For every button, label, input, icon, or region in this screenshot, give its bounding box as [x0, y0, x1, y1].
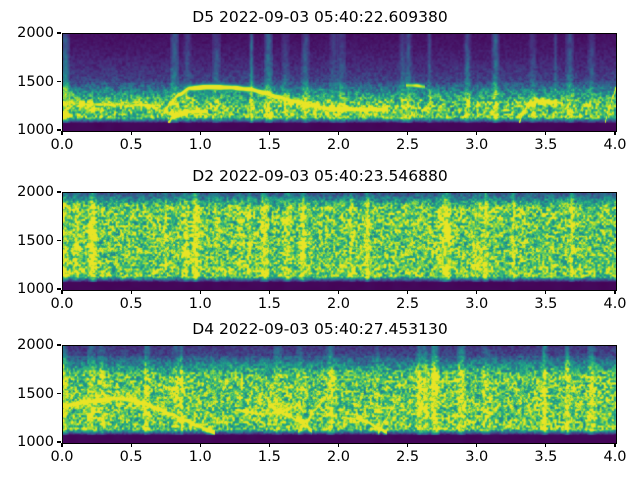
x-tick-label: 2.0: [326, 449, 351, 465]
y-tick-label: 2000: [17, 25, 54, 41]
x-tick-label: 3.0: [465, 296, 489, 312]
x-tick-mark: [61, 443, 63, 447]
x-tick-mark: [337, 131, 340, 135]
x-tick-mark: [545, 443, 547, 447]
spectrogram-axes[interactable]: [62, 192, 617, 291]
x-tick-label: 1.0: [188, 137, 212, 153]
x-tick-label: 3.0: [465, 137, 489, 153]
x-tick-mark: [476, 290, 478, 294]
x-tick-label: 4.0: [603, 137, 627, 153]
y-tick-label: 2000: [17, 337, 54, 353]
x-tick-label: 1.5: [257, 449, 281, 465]
x-tick-label: 0.5: [119, 449, 143, 465]
spectrogram-image: [63, 34, 616, 131]
x-tick-mark: [199, 443, 201, 447]
spectrogram-image: [63, 193, 616, 290]
x-tick-label: 0.0: [50, 137, 74, 153]
x-tick-label: 1.5: [257, 137, 281, 153]
x-tick-label: 2.5: [396, 137, 420, 153]
x-tick-mark: [337, 290, 340, 294]
x-tick-label: 0.5: [119, 137, 143, 153]
x-tick-label: 3.5: [534, 449, 558, 465]
spectrogram-axes[interactable]: [62, 33, 617, 132]
x-tick-mark: [407, 290, 409, 294]
x-tick-mark: [476, 131, 478, 135]
x-tick-mark: [268, 131, 270, 135]
x-tick-mark: [545, 131, 547, 135]
x-tick-label: 0.0: [50, 296, 74, 312]
x-tick-mark: [61, 131, 63, 135]
panel-title: D5 2022-09-03 05:40:22.609380: [192, 8, 448, 26]
x-tick-mark: [407, 443, 409, 447]
x-tick-mark: [61, 290, 63, 294]
y-tick-mark: [57, 288, 61, 290]
x-tick-mark: [614, 131, 616, 135]
x-tick-label: 2.5: [396, 449, 420, 465]
x-tick-mark: [268, 443, 270, 447]
x-tick-label: 3.0: [465, 449, 489, 465]
x-tick-mark: [337, 443, 340, 447]
y-tick-label: 1000: [17, 434, 54, 450]
panel-title: D2 2022-09-03 05:40:23.546880: [192, 167, 448, 185]
x-tick-mark: [545, 290, 547, 294]
y-tick-mark: [57, 80, 61, 83]
y-tick-label: 2000: [17, 184, 54, 200]
y-tick-label: 1500: [17, 232, 54, 249]
y-tick-mark: [57, 32, 61, 34]
y-tick-mark: [57, 239, 61, 242]
y-tick-mark: [57, 441, 61, 443]
x-tick-label: 2.5: [396, 296, 420, 312]
x-tick-mark: [199, 131, 201, 135]
y-tick-mark: [57, 191, 61, 193]
spectrogram-image: [63, 346, 616, 443]
x-tick-label: 2.0: [326, 296, 351, 312]
x-tick-label: 0.0: [50, 449, 74, 465]
y-tick-label: 1000: [17, 281, 54, 297]
y-tick-mark: [57, 129, 61, 131]
x-tick-label: 2.0: [326, 137, 351, 153]
x-tick-mark: [199, 290, 201, 294]
x-tick-mark: [614, 443, 616, 447]
x-tick-mark: [130, 290, 132, 294]
x-tick-label: 0.5: [119, 296, 143, 312]
y-tick-label: 1500: [17, 73, 54, 90]
x-tick-mark: [476, 443, 478, 447]
panel-title: D4 2022-09-03 05:40:27.453130: [192, 320, 448, 338]
x-tick-label: 4.0: [603, 296, 627, 312]
y-tick-mark: [57, 392, 61, 395]
x-tick-mark: [268, 290, 270, 294]
y-tick-label: 1000: [17, 122, 54, 138]
x-tick-mark: [130, 131, 132, 135]
y-tick-label: 1500: [17, 385, 54, 402]
x-tick-label: 3.5: [534, 296, 558, 312]
x-tick-label: 1.5: [257, 296, 281, 312]
x-tick-mark: [614, 290, 616, 294]
x-tick-mark: [407, 131, 409, 135]
x-tick-mark: [130, 443, 132, 447]
y-tick-mark: [57, 344, 61, 346]
x-tick-label: 3.5: [534, 137, 558, 153]
x-tick-label: 1.0: [188, 296, 212, 312]
spectrogram-axes[interactable]: [62, 345, 617, 444]
x-tick-label: 4.0: [603, 449, 627, 465]
x-tick-label: 1.0: [188, 449, 212, 465]
